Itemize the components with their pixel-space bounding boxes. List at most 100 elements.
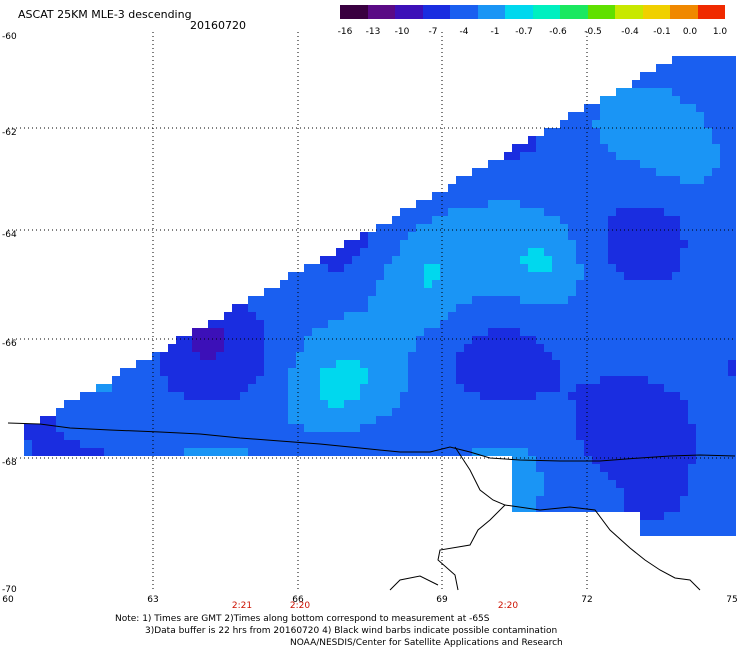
swath-pixel	[472, 280, 480, 288]
swath-pixel	[680, 64, 688, 72]
swath-pixel	[344, 328, 352, 336]
swath-pixel	[376, 288, 384, 296]
swath-pixel	[216, 352, 224, 360]
swath-pixel	[560, 392, 568, 400]
swath-pixel	[632, 488, 640, 496]
swath-pixel	[432, 400, 440, 408]
swath-pixel	[312, 296, 320, 304]
swath-pixel	[368, 408, 376, 416]
swath-pixel	[296, 440, 304, 448]
swath-pixel	[496, 288, 504, 296]
swath-pixel	[368, 368, 376, 376]
color-scale-segment	[560, 5, 588, 19]
swath-pixel	[184, 376, 192, 384]
swath-pixel	[104, 424, 112, 432]
swath-pixel	[400, 240, 408, 248]
swath-pixel	[544, 256, 552, 264]
swath-pixel	[520, 352, 528, 360]
swath-pixel	[280, 296, 288, 304]
swath-pixel	[696, 360, 704, 368]
swath-pixel	[240, 304, 248, 312]
swath-pixel	[336, 376, 344, 384]
swath-pixel	[664, 72, 672, 80]
swath-pixel	[304, 352, 312, 360]
swath-pixel	[184, 448, 192, 456]
swath-pixel	[712, 320, 720, 328]
swath-pixel	[528, 488, 536, 496]
swath-pixel	[528, 200, 536, 208]
swath-pixel	[328, 336, 336, 344]
swath-pixel	[480, 448, 488, 456]
swath-pixel	[368, 312, 376, 320]
swath-pixel	[400, 288, 408, 296]
swath-pixel	[160, 432, 168, 440]
swath-pixel	[576, 120, 584, 128]
swath-pixel	[488, 432, 496, 440]
swath-pixel	[448, 368, 456, 376]
swath-pixel	[328, 288, 336, 296]
swath-pixel	[664, 80, 672, 88]
swath-pixel	[184, 408, 192, 416]
swath-pixel	[592, 328, 600, 336]
swath-pixel	[704, 512, 712, 520]
swath-pixel	[344, 304, 352, 312]
swath-pixel	[552, 184, 560, 192]
swath-pixel	[408, 264, 416, 272]
swath-pixel	[520, 440, 528, 448]
swath-pixel	[688, 424, 696, 432]
swath-pixel	[728, 88, 736, 96]
swath-pixel	[296, 352, 304, 360]
swath-pixel	[680, 112, 688, 120]
swath-pixel	[592, 488, 600, 496]
swath-pixel	[368, 384, 376, 392]
swath-pixel	[248, 336, 256, 344]
swath-pixel	[616, 288, 624, 296]
swath-pixel	[192, 448, 200, 456]
swath-pixel	[496, 384, 504, 392]
swath-pixel	[520, 184, 528, 192]
swath-pixel	[472, 408, 480, 416]
swath-pixel	[456, 416, 464, 424]
swath-pixel	[608, 160, 616, 168]
swath-pixel	[728, 72, 736, 80]
swath-pixel	[176, 416, 184, 424]
swath-pixel	[712, 296, 720, 304]
swath-pixel	[672, 496, 680, 504]
swath-pixel	[720, 456, 728, 464]
swath-pixel	[312, 288, 320, 296]
swath-pixel	[448, 184, 456, 192]
swath-pixel	[512, 208, 520, 216]
swath-pixel	[656, 96, 664, 104]
swath-pixel	[632, 352, 640, 360]
swath-pixel	[352, 376, 360, 384]
swath-pixel	[512, 176, 520, 184]
swath-pixel	[424, 360, 432, 368]
swath-pixel	[672, 248, 680, 256]
swath-pixel	[424, 296, 432, 304]
swath-pixel	[720, 256, 728, 264]
swath-pixel	[200, 416, 208, 424]
swath-pixel	[48, 424, 56, 432]
swath-pixel	[720, 408, 728, 416]
swath-pixel	[632, 312, 640, 320]
swath-pixel	[632, 464, 640, 472]
swath-pixel	[712, 232, 720, 240]
swath-pixel	[600, 504, 608, 512]
swath-pixel	[712, 520, 720, 528]
swath-pixel	[544, 144, 552, 152]
swath-pixel	[512, 432, 520, 440]
swath-pixel	[432, 344, 440, 352]
swath-pixel	[648, 80, 656, 88]
swath-pixel	[640, 128, 648, 136]
swath-pixel	[720, 88, 728, 96]
swath-pixel	[312, 304, 320, 312]
swath-pixel	[328, 328, 336, 336]
swath-pixel	[408, 336, 416, 344]
swath-pixel	[608, 392, 616, 400]
swath-pixel	[624, 328, 632, 336]
swath-pixel	[208, 432, 216, 440]
swath-pixel	[160, 360, 168, 368]
swath-pixel	[432, 392, 440, 400]
swath-pixel	[592, 272, 600, 280]
swath-pixel	[480, 184, 488, 192]
